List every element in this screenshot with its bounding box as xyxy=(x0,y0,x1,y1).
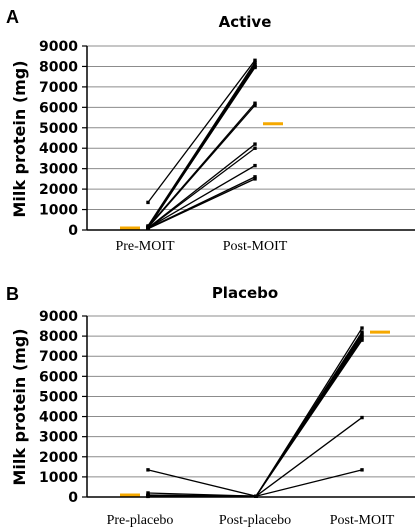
chart-title-a: Active xyxy=(219,13,272,31)
y-tick-label: 0 xyxy=(68,223,78,239)
axes-a xyxy=(86,46,415,231)
x-tick-label: Post-MOIT xyxy=(330,513,395,528)
series-line xyxy=(147,59,256,203)
y-tick-label: 4000 xyxy=(39,141,78,157)
y-tick-label: 5000 xyxy=(39,389,78,405)
data-point xyxy=(146,227,150,231)
y-tick-labels-a: 0 1000 2000 3000 4000 5000 6000 7000 8000 9000 xyxy=(39,39,87,239)
median-markers-b xyxy=(120,330,390,497)
y-tick-label: 7000 xyxy=(39,349,78,365)
data-point xyxy=(253,60,257,65)
data-point xyxy=(360,336,364,340)
y-tick-label: 1000 xyxy=(39,470,78,486)
data-point xyxy=(253,65,257,70)
y-tick-label: 2000 xyxy=(39,450,78,466)
data-point xyxy=(360,338,364,342)
chart-title-b: Placebo xyxy=(212,284,278,302)
data-point xyxy=(253,101,257,105)
x-tick-label: Pre-placebo xyxy=(107,513,174,528)
panel-letter-a: A xyxy=(6,7,19,27)
data-point xyxy=(146,200,150,205)
series-lines-a xyxy=(146,58,257,231)
median-markers-a xyxy=(120,122,283,230)
data-point xyxy=(253,177,257,181)
data-point xyxy=(360,468,364,472)
data-point xyxy=(146,491,150,495)
y-tick-label: 9000 xyxy=(39,309,78,325)
x-tick-label: Pre-MOIT xyxy=(115,239,175,254)
y-tick-label: 2000 xyxy=(39,182,78,198)
data-point xyxy=(253,175,257,179)
series-line xyxy=(147,327,363,498)
series-line xyxy=(147,67,256,228)
series-line xyxy=(147,178,256,230)
data-point xyxy=(360,415,364,420)
data-point xyxy=(360,330,364,334)
x-tick-labels-a: Pre-MOIT Post-MOIT xyxy=(115,239,287,254)
x-tick-labels-b: Pre-placebo Post-placebo Post-MOIT xyxy=(107,513,395,528)
series-line xyxy=(147,165,256,229)
series-line xyxy=(147,339,363,497)
y-tick-label: 5000 xyxy=(39,121,78,137)
series-line xyxy=(147,143,256,229)
series-line xyxy=(147,104,256,228)
series-line xyxy=(147,147,256,229)
y-tick-label: 4000 xyxy=(39,410,78,426)
x-tick-label: Post-MOIT xyxy=(223,239,288,254)
data-point xyxy=(253,142,257,146)
series-line xyxy=(147,61,256,227)
data-point xyxy=(253,58,257,63)
y-tick-labels-b: 0 1000 2000 3000 4000 5000 6000 7000 8000 9000 xyxy=(39,309,87,506)
data-point xyxy=(253,103,257,107)
axes-b xyxy=(86,316,415,498)
y-axis-label-b: Milk protein (mg) xyxy=(10,328,29,485)
y-axis-label-a: Milk protein (mg) xyxy=(10,60,29,217)
data-point xyxy=(253,62,257,67)
series-line xyxy=(147,333,363,497)
y-tick-label: 3000 xyxy=(39,430,78,446)
data-point xyxy=(360,326,364,330)
series-lines-b xyxy=(146,326,364,499)
data-point xyxy=(360,334,364,338)
data-point xyxy=(360,332,364,336)
panel-a: A Active Milk protein (mg) 0 1000 2000 3000… xyxy=(6,7,415,254)
gridlines-b xyxy=(87,315,415,478)
x-tick-label: Post-placebo xyxy=(219,513,291,528)
panel-letter-b: B xyxy=(6,284,19,304)
panel-b: B Placebo Milk protein (mg) 0 1000 2000 300… xyxy=(6,284,415,528)
y-tick-label: 9000 xyxy=(39,39,78,55)
data-point xyxy=(146,468,150,472)
data-point xyxy=(254,494,258,498)
y-tick-label: 8000 xyxy=(39,329,78,345)
y-tick-label: 8000 xyxy=(39,59,78,75)
data-point xyxy=(253,163,257,168)
y-tick-label: 0 xyxy=(68,490,78,506)
y-tick-label: 6000 xyxy=(39,100,78,116)
series-line xyxy=(147,337,363,497)
y-tick-label: 7000 xyxy=(39,80,78,96)
y-tick-label: 1000 xyxy=(39,203,78,219)
y-tick-label: 6000 xyxy=(39,369,78,385)
data-point xyxy=(253,146,257,150)
y-tick-label: 3000 xyxy=(39,162,78,178)
series-line xyxy=(147,469,363,497)
